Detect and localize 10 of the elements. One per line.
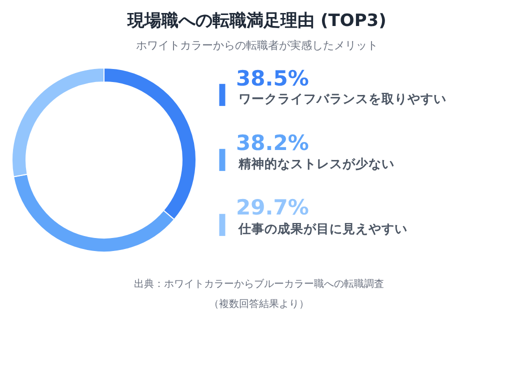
legend-label: ワークライフバランスを取りやすい — [238, 90, 446, 106]
data-label: 38.2% — [236, 130, 309, 155]
text: （複数回答結果より） — [209, 298, 309, 310]
chart-subtitle: ホワイトカラーからの転職者が実感したメリット — [136, 39, 378, 52]
data-label: 29.7% — [236, 195, 309, 220]
legend-label: 仕事の成果が目に見えやすい — [238, 220, 408, 236]
source-note: 出典：ホワイトカラーからブルーカラー職への転職調査 — [134, 278, 384, 290]
legend-label: 精神的なストレスが少ない — [238, 156, 394, 171]
data-label: 38.5% — [236, 66, 309, 90]
chart-title: 現場職への転職満足理由 (TOP3) — [126, 11, 386, 31]
